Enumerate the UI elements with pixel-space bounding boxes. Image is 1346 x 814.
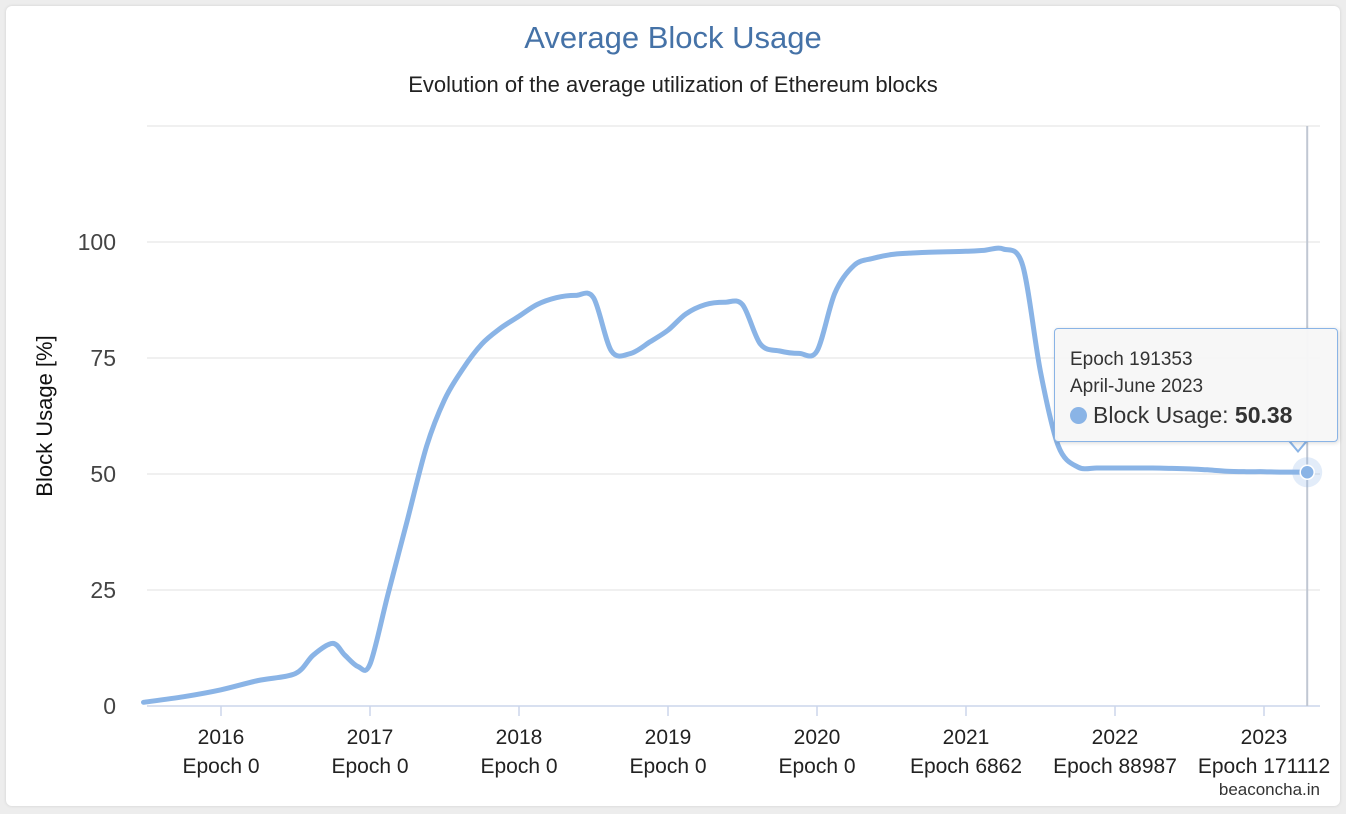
- y-tick-label-75: 75: [90, 345, 116, 371]
- x-tick-label-2019: 2019: [645, 726, 692, 749]
- tooltip-value: 50.38: [1234, 402, 1293, 428]
- series-color-dot-icon: [1070, 407, 1087, 424]
- x-tick-label-2017: 2017: [347, 726, 394, 749]
- credits-link[interactable]: beaconcha.in: [1218, 780, 1320, 799]
- series-line-block-usage[interactable]: [141, 245, 1310, 705]
- y-tick-label-25: 25: [90, 577, 116, 603]
- tooltip: Epoch 191353 April-June 2023 Block Usage…: [1054, 328, 1338, 442]
- y-tick-label-50: 50: [90, 461, 116, 487]
- x-tick-label-2016: 2016: [198, 726, 245, 749]
- x-tick-label-2020: 2020: [794, 726, 841, 749]
- y-axis-label: Block Usage [%]: [32, 335, 57, 496]
- x-axis: 2016 Epoch 0 2017 Epoch 0 2018 Epoch 0 2019 Epo…: [147, 705, 1330, 778]
- tooltip-series-label: Block Usage:: [1093, 402, 1235, 428]
- x-tick-label-2022: 2022: [1092, 726, 1139, 749]
- x-tick-epoch-2021: Epoch 6862: [910, 755, 1022, 778]
- y-tick-label-0: 0: [103, 693, 116, 719]
- x-tick-label-2018: 2018: [496, 726, 543, 749]
- tooltip-period: April-June 2023: [1070, 376, 1204, 397]
- x-tick-epoch-2020: Epoch 0: [778, 755, 855, 778]
- x-tick-epoch-2023: Epoch 171112: [1198, 755, 1330, 778]
- x-tick-label-2021: 2021: [943, 726, 990, 749]
- tooltip-value-row: Block Usage: 50.38: [1070, 402, 1292, 429]
- x-tick-epoch-2019: Epoch 0: [629, 755, 706, 778]
- x-tick-epoch-2022: Epoch 88987: [1053, 755, 1177, 778]
- x-tick-label-2023: 2023: [1241, 726, 1288, 749]
- tooltip-epoch: Epoch 191353: [1070, 349, 1193, 370]
- tooltip-arrow-fill: [1289, 439, 1307, 450]
- x-tick-epoch-2017: Epoch 0: [331, 755, 408, 778]
- chart-subtitle: Evolution of the average utilization of …: [408, 72, 938, 97]
- x-tick-epoch-2016: Epoch 0: [182, 755, 259, 778]
- chart-title: Average Block Usage: [524, 20, 822, 55]
- y-tick-label-100: 100: [78, 229, 116, 255]
- hover-point-marker[interactable]: [1299, 464, 1315, 480]
- x-tick-epoch-2018: Epoch 0: [480, 755, 557, 778]
- y-axis-ticks: 0 25 50 75 100: [78, 229, 116, 719]
